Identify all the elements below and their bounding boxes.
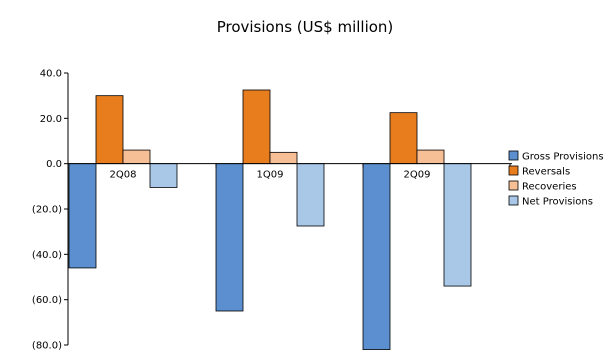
category-label: 2Q09: [404, 170, 431, 181]
y-tick-label: 20.0: [40, 114, 62, 125]
bar-recoveries-1q09: [269, 151, 298, 165]
bar-recoveries-2q08: [122, 149, 151, 165]
y-tick-label: 0.0: [46, 159, 62, 170]
plot-area: 40.0 20.0 0.0 (20.0) (40.0) (60.0) (80.0) 2Q08 1…: [32, 69, 512, 352]
bar-net-provisions-2q08: [149, 163, 178, 188]
bar-net-provisions-1q09: [296, 163, 325, 227]
legend-label-net-provisions: Net Provisions: [522, 197, 593, 208]
y-tick-label: (40.0): [32, 250, 62, 261]
legend-label-gross-provisions: Gross Provisions: [522, 152, 604, 163]
bar-gross-provisions-2q08: [68, 163, 97, 269]
bar-reversals-1q09: [242, 89, 271, 165]
bar-reversals-2q08: [95, 95, 124, 165]
y-tick-label: (60.0): [32, 295, 62, 306]
legend-swatch-gross-provisions: [508, 150, 519, 161]
chart-title: Provisions (US$ million): [217, 18, 394, 36]
legend-label-recoveries: Recoveries: [522, 182, 577, 193]
bar-gross-provisions-2q09: [362, 163, 391, 350]
bar-gross-provisions-1q09: [215, 163, 244, 312]
y-tick-label: (20.0): [32, 205, 62, 216]
bar-reversals-2q09: [389, 112, 418, 165]
legend-label-reversals: Reversals: [522, 167, 570, 178]
bar-net-provisions-2q09: [443, 163, 472, 287]
bar-recoveries-2q09: [416, 149, 445, 165]
category-label: 2Q08: [110, 170, 137, 181]
legend-swatch-net-provisions: [508, 195, 519, 206]
category-label: 1Q09: [257, 170, 284, 181]
legend-swatch-recoveries: [508, 180, 519, 191]
legend-swatch-reversals: [508, 165, 519, 176]
y-tick-label: 40.0: [40, 69, 62, 80]
legend: Gross Provisions Reversals Recoveries Net P…: [508, 150, 604, 208]
y-tick-label: (80.0): [32, 341, 62, 352]
